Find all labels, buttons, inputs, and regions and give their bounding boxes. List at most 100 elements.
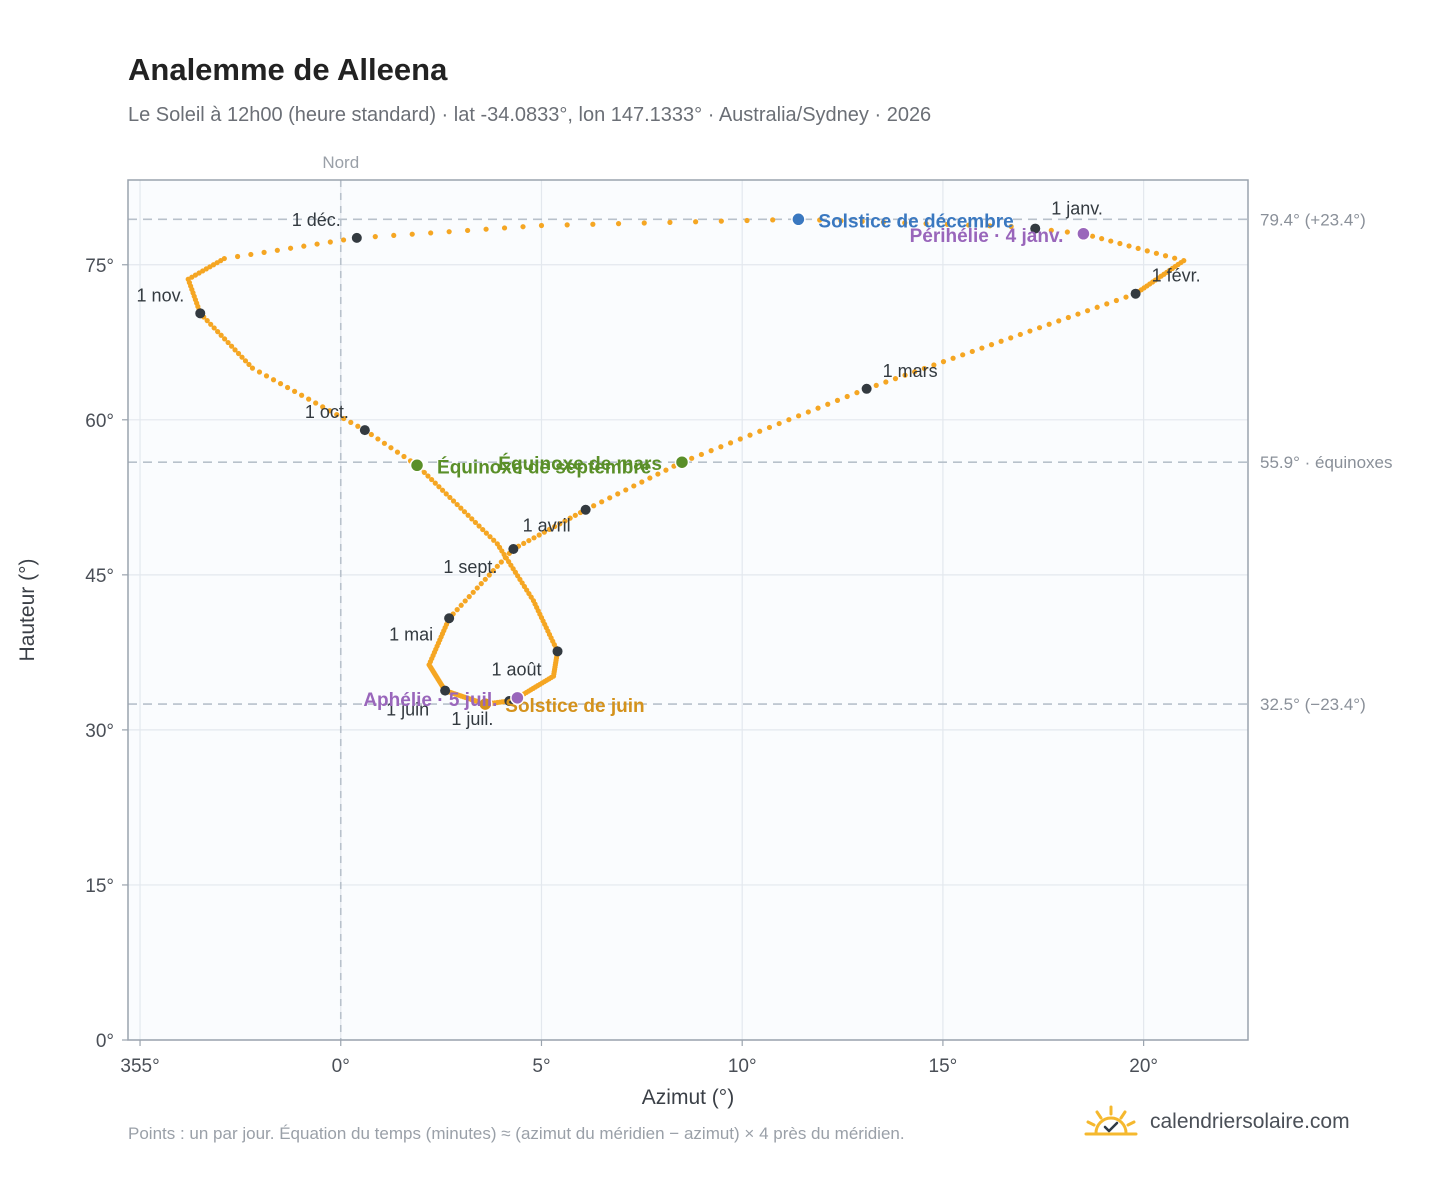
analemma-day-point <box>494 563 500 569</box>
month-marker <box>359 425 370 436</box>
analemma-day-point <box>552 523 558 530</box>
analemma-day-point <box>912 369 918 375</box>
analemma-day-point <box>655 471 661 477</box>
x-axis-label: Azimut (°) <box>642 1086 734 1109</box>
analemma-day-point <box>494 541 500 547</box>
analemma-day-point <box>1144 248 1150 254</box>
analemma-day-point <box>246 361 252 368</box>
event-label: Aphélie · 5 juil. <box>363 690 497 711</box>
analemma-day-point <box>306 396 312 402</box>
month-marker <box>351 232 362 243</box>
month-marker <box>508 544 519 555</box>
analemma-day-point <box>470 589 476 595</box>
x-tick-label: 5° <box>532 1056 550 1077</box>
brand[interactable]: calendriersolaire.com <box>1084 1102 1350 1142</box>
month-label: 1 août <box>491 659 541 679</box>
month-label: 1 mai <box>389 624 433 644</box>
month-marker <box>1030 223 1041 234</box>
analemma-day-point <box>274 247 280 253</box>
month-marker <box>552 646 563 657</box>
analemma-day-point <box>834 397 841 403</box>
analemma-day-point <box>1108 238 1114 244</box>
analemma-day-point <box>902 372 908 378</box>
analemma-day-point <box>825 401 831 407</box>
analemma-day-point <box>421 469 427 476</box>
month-label: 1 avril <box>523 516 571 536</box>
analemma-day-point <box>1123 294 1129 300</box>
analemma-day-point <box>425 473 431 479</box>
month-marker <box>440 685 451 696</box>
month-label: 1 nov. <box>137 285 185 305</box>
analemma-day-point <box>432 480 438 486</box>
analemma-day-point <box>1153 250 1160 256</box>
analemma-day-point <box>567 515 573 521</box>
analemma-day-point <box>228 343 235 349</box>
analemma-day-point <box>969 348 975 355</box>
analemma-day-point <box>215 329 221 335</box>
analemma-day-point <box>838 218 844 224</box>
analemma-day-point <box>458 602 464 608</box>
analemma-day-point <box>526 537 532 544</box>
x-tick-label: 20° <box>1129 1056 1158 1077</box>
analemma-day-point <box>480 526 486 533</box>
analemma-day-point <box>211 325 217 331</box>
analemma-day-point <box>249 365 256 371</box>
analemma-day-point <box>1036 325 1043 331</box>
analemma-day-point <box>225 339 231 346</box>
analemma-day-point <box>341 415 347 422</box>
x-tick-label: 15° <box>929 1056 958 1077</box>
month-label: 1 sept. <box>443 557 497 577</box>
analemma-day-point <box>465 227 471 234</box>
analemma-day-point <box>815 405 821 411</box>
analemma-day-point <box>454 501 460 508</box>
analemma-day-point <box>1008 223 1014 230</box>
analemma-day-point <box>478 581 484 587</box>
analemma-day-point <box>1126 243 1132 249</box>
analemma-day-point <box>429 476 435 483</box>
analemma-day-point <box>641 220 647 226</box>
month-label: 1 déc. <box>292 210 341 230</box>
analemma-day-point <box>854 390 860 396</box>
analemma-day-point <box>284 384 291 391</box>
analemma-day-point <box>590 221 596 227</box>
analemma-day-point <box>490 568 496 574</box>
analemma-day-point <box>747 432 753 438</box>
reference-line-label: 32.5° (−23.4°) <box>1260 695 1366 714</box>
analemma-day-point <box>944 221 950 227</box>
analemma-day-point <box>883 379 889 385</box>
event-label: Périhélie · 4 janv. <box>910 226 1064 247</box>
analemma-day-point <box>270 377 277 383</box>
event-label: Solstice de juin <box>505 696 644 717</box>
analemma-day-point <box>988 342 995 348</box>
analemma-day-point <box>450 498 457 504</box>
analemma-day-point <box>960 352 966 358</box>
analemma-day-point <box>1094 304 1100 310</box>
plot-area <box>128 180 1248 1040</box>
analemma-day-point <box>446 229 452 235</box>
analemma-day-point <box>447 494 453 501</box>
analemma-day-point <box>443 491 449 497</box>
axes: 355° 0° 5° 10° 15° 20° 0° 15° 30° 45° 60° 75° <box>85 256 1158 1077</box>
analemma-day-point <box>469 516 475 522</box>
analemma-day-point <box>221 255 227 262</box>
month-label: 1 juil. <box>451 709 493 729</box>
analemma-day-point <box>401 453 407 460</box>
analemma-day-point <box>1008 335 1014 341</box>
y-tick-label: 15° <box>85 876 114 897</box>
month-marker <box>1130 288 1141 299</box>
north-label: Nord <box>322 153 359 172</box>
analemma-day-point <box>372 234 378 240</box>
brand-name: calendriersolaire.com <box>1150 1110 1350 1133</box>
month-label: 1 oct. <box>305 402 349 422</box>
analemma-day-point <box>242 358 249 364</box>
event-marker <box>478 696 493 712</box>
analemma-day-point <box>987 223 993 229</box>
y-tick-label: 60° <box>85 411 114 432</box>
y-axis-label: Hauteur (°) <box>16 559 39 662</box>
analemma-day-point <box>817 217 823 223</box>
analemma-day-point <box>1113 297 1119 304</box>
analemma-day-point <box>1046 321 1052 327</box>
analemma-day-point <box>1162 253 1169 259</box>
y-tick-label: 75° <box>85 256 114 277</box>
analemma-day-point <box>521 540 527 547</box>
